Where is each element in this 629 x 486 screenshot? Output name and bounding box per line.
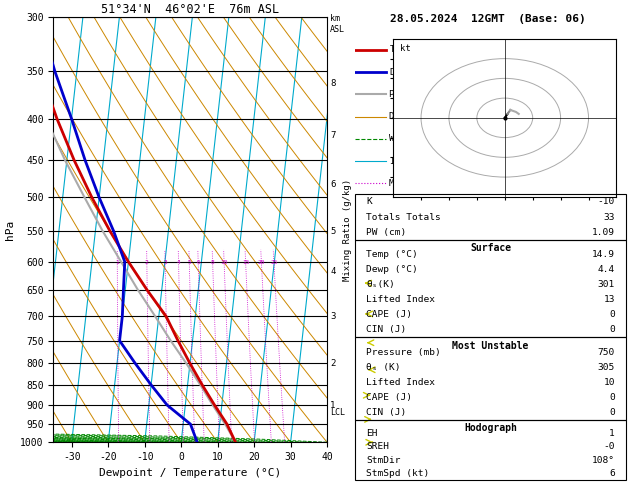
Text: Dewp (°C): Dewp (°C) xyxy=(366,265,418,274)
Text: 6: 6 xyxy=(330,180,336,189)
Text: SREH: SREH xyxy=(366,442,389,451)
Bar xyxy=(355,240,626,337)
Text: 4: 4 xyxy=(330,267,336,276)
Text: 301: 301 xyxy=(598,280,615,289)
Text: 3: 3 xyxy=(330,312,336,321)
Text: 4.4: 4.4 xyxy=(598,265,615,274)
Text: 6: 6 xyxy=(196,260,200,265)
Text: StmSpd (kt): StmSpd (kt) xyxy=(366,469,430,478)
Bar xyxy=(355,420,626,480)
Text: 15: 15 xyxy=(242,260,249,265)
Text: Dry Adiabat: Dry Adiabat xyxy=(389,112,448,121)
Text: 5: 5 xyxy=(187,260,191,265)
Text: θₛ (K): θₛ (K) xyxy=(366,363,401,372)
Text: 1: 1 xyxy=(330,400,336,410)
Text: Lifted Index: Lifted Index xyxy=(366,295,435,304)
Text: 750: 750 xyxy=(598,347,615,357)
Text: -0: -0 xyxy=(604,442,615,451)
Text: CAPE (J): CAPE (J) xyxy=(366,393,412,401)
Text: 108°: 108° xyxy=(592,456,615,465)
Text: StmDir: StmDir xyxy=(366,456,401,465)
Text: 10: 10 xyxy=(604,378,615,387)
Text: 13: 13 xyxy=(604,295,615,304)
X-axis label: Dewpoint / Temperature (°C): Dewpoint / Temperature (°C) xyxy=(99,468,281,478)
Text: Isotherm: Isotherm xyxy=(389,156,432,166)
Text: Hodograph: Hodograph xyxy=(464,423,517,433)
Text: K: K xyxy=(366,197,372,207)
Text: 6: 6 xyxy=(610,469,615,478)
Text: CAPE (J): CAPE (J) xyxy=(366,310,412,319)
Text: Lifted Index: Lifted Index xyxy=(366,378,435,387)
Text: 4: 4 xyxy=(177,260,181,265)
Text: LCL: LCL xyxy=(330,408,345,417)
Text: 25: 25 xyxy=(270,260,277,265)
Text: EH: EH xyxy=(366,429,377,438)
Text: 3: 3 xyxy=(164,260,167,265)
Text: 14.9: 14.9 xyxy=(592,250,615,259)
Text: 0: 0 xyxy=(610,393,615,401)
Text: 20: 20 xyxy=(258,260,265,265)
Text: Temperature: Temperature xyxy=(389,46,448,54)
Text: 0: 0 xyxy=(610,408,615,417)
Text: 0: 0 xyxy=(610,325,615,334)
Text: 8: 8 xyxy=(211,260,214,265)
Text: 2: 2 xyxy=(145,260,148,265)
Text: 8: 8 xyxy=(330,79,336,88)
Y-axis label: hPa: hPa xyxy=(4,220,14,240)
Text: 10: 10 xyxy=(220,260,228,265)
Text: 7: 7 xyxy=(330,131,336,140)
Text: Most Unstable: Most Unstable xyxy=(452,341,529,351)
Text: Surface: Surface xyxy=(470,243,511,253)
Text: 1: 1 xyxy=(115,260,119,265)
Text: θₛ(K): θₛ(K) xyxy=(366,280,395,289)
Bar xyxy=(355,337,626,420)
Text: ASL: ASL xyxy=(330,25,345,34)
Text: 5: 5 xyxy=(330,226,336,236)
Bar xyxy=(355,194,626,240)
Title: 51°34'N  46°02'E  76m ASL: 51°34'N 46°02'E 76m ASL xyxy=(101,3,279,16)
Text: 1.09: 1.09 xyxy=(592,227,615,237)
Text: 28.05.2024  12GMT  (Base: 06): 28.05.2024 12GMT (Base: 06) xyxy=(389,15,586,24)
Text: Pressure (mb): Pressure (mb) xyxy=(366,347,441,357)
Text: kt: kt xyxy=(400,44,411,52)
Text: Temp (°C): Temp (°C) xyxy=(366,250,418,259)
Text: Parcel Trajectory: Parcel Trajectory xyxy=(389,90,481,99)
Text: km: km xyxy=(330,14,340,23)
Text: 1: 1 xyxy=(610,429,615,438)
Text: Dewpoint: Dewpoint xyxy=(389,68,432,77)
Text: CIN (J): CIN (J) xyxy=(366,325,406,334)
Text: 0: 0 xyxy=(610,310,615,319)
Text: 2: 2 xyxy=(330,359,336,368)
Text: Mixing Ratio (g/kg): Mixing Ratio (g/kg) xyxy=(343,178,352,281)
Text: CIN (J): CIN (J) xyxy=(366,408,406,417)
Text: Mixing Ratio: Mixing Ratio xyxy=(389,179,454,188)
Text: -10: -10 xyxy=(598,197,615,207)
Text: 305: 305 xyxy=(598,363,615,372)
Text: Wet Adiabat: Wet Adiabat xyxy=(389,134,448,143)
Text: PW (cm): PW (cm) xyxy=(366,227,406,237)
Text: 33: 33 xyxy=(604,212,615,222)
Text: Totals Totals: Totals Totals xyxy=(366,212,441,222)
